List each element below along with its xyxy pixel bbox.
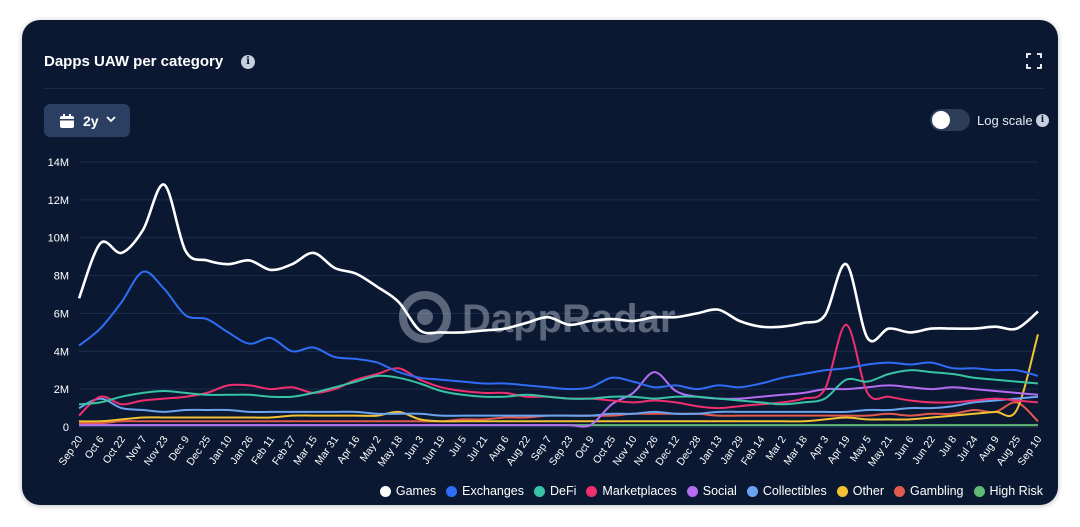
legend-item-marketplaces[interactable]: Marketplaces <box>586 484 677 498</box>
x-tick-label: Jul 21 <box>464 434 490 464</box>
x-tick-label: Jun 22 <box>910 434 938 467</box>
legend-label: Exchanges <box>462 484 525 498</box>
series-line-social[interactable] <box>79 371 1039 428</box>
legend-dot <box>746 485 758 497</box>
legend-dot <box>836 485 848 497</box>
series-line-defi[interactable] <box>78 369 1039 406</box>
y-tick-label: 8M <box>54 271 69 283</box>
chevron-down-icon <box>106 116 116 123</box>
legend-label: Collectibles <box>762 484 827 498</box>
x-tick-label: Jul 24 <box>955 434 981 464</box>
legend-item-exchanges[interactable]: Exchanges <box>446 484 524 498</box>
legend-dot <box>446 485 458 497</box>
y-tick-label: 12M <box>48 195 69 207</box>
legend-label: DeFi <box>550 484 577 498</box>
legend-dot <box>379 485 391 497</box>
legend-label: Other <box>852 484 884 498</box>
series-line-games[interactable] <box>77 183 1039 343</box>
time-range-label: 2y <box>83 113 99 129</box>
legend-item-gambling[interactable]: Gambling <box>894 484 964 498</box>
legend-label: High Risk <box>989 484 1044 498</box>
x-tick-label: Oct 22 <box>101 434 129 466</box>
series-line-collectibles[interactable] <box>78 395 1039 417</box>
chart-legend: Games Exchanges DeFi Marketplaces Social Coll… <box>379 484 1044 498</box>
chart-card: Dapps UAW per category i 2y Log scale i … <box>22 20 1058 505</box>
y-tick-label: 2M <box>54 384 69 396</box>
time-range-dropdown[interactable]: 2y <box>44 104 130 137</box>
y-tick-label: 0 <box>63 422 69 434</box>
x-tick-label: Sep 20 <box>57 434 86 468</box>
log-scale-toggle[interactable] <box>930 109 970 131</box>
y-tick-label: 6M <box>54 308 69 320</box>
legend-dot <box>586 485 598 497</box>
legend-dot <box>686 485 698 497</box>
legend-dot <box>534 485 546 497</box>
legend-item-high-risk[interactable]: High Risk <box>973 484 1044 498</box>
legend-label: Games <box>395 484 437 498</box>
y-tick-label: 4M <box>54 346 69 358</box>
expand-icon[interactable] <box>1026 53 1042 69</box>
x-tick-label: Jun 19 <box>420 434 448 467</box>
x-tick-label: Apr 16 <box>335 434 363 466</box>
legend-dot <box>894 485 905 497</box>
series-line-other[interactable] <box>78 334 1039 423</box>
legend-dot <box>973 485 985 497</box>
legend-item-collectibles[interactable]: Collectibles <box>746 484 827 498</box>
header-divider <box>44 88 1044 89</box>
legend-item-social[interactable]: Social <box>686 484 737 498</box>
toggle-knob <box>932 111 950 129</box>
legend-label: Gambling <box>910 484 964 498</box>
dappradar-watermark: DappRadar <box>399 291 675 343</box>
log-scale-label: Log scale <box>977 113 1033 128</box>
y-tick-label: 10M <box>48 233 69 245</box>
y-tick-label: 14M <box>48 157 69 169</box>
legend-item-games[interactable]: Games <box>379 484 437 498</box>
legend-label: Social <box>702 484 737 498</box>
calendar-icon <box>60 114 74 128</box>
x-tick-label: Apr 19 <box>825 434 853 466</box>
legend-label: Marketplaces <box>602 484 677 498</box>
legend-item-defi[interactable]: DeFi <box>534 484 576 498</box>
legend-item-other[interactable]: Other <box>836 484 884 498</box>
chart-title: Dapps UAW per category <box>44 53 224 70</box>
log-scale-info-icon[interactable]: i <box>1036 114 1049 127</box>
info-icon[interactable]: i <box>241 55 255 69</box>
series-line-exchanges[interactable] <box>78 270 1039 391</box>
